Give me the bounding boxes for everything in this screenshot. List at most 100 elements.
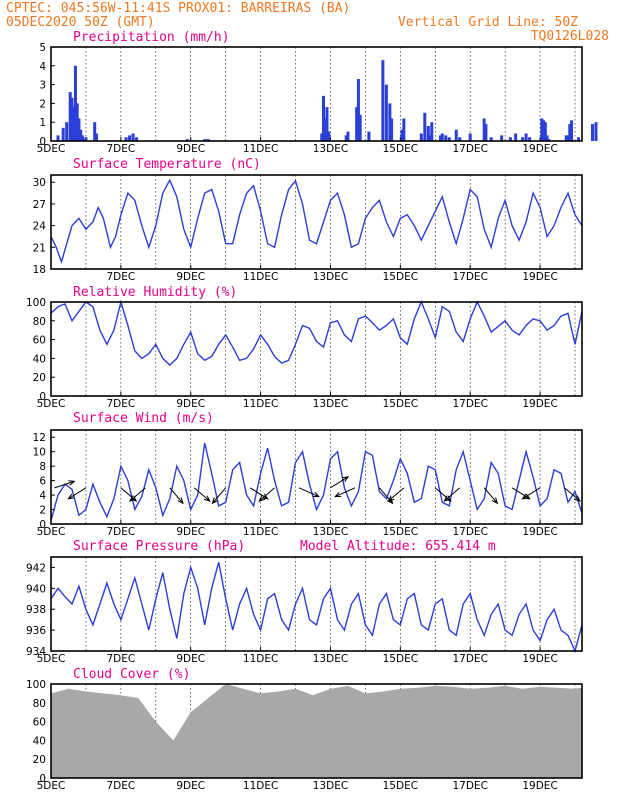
y-tick-label: 0 bbox=[39, 773, 46, 785]
panel-frame bbox=[50, 46, 583, 142]
precipitation-bar bbox=[482, 118, 486, 141]
x-tick-label: 13DEC bbox=[313, 526, 348, 538]
y-tick-label: 10 bbox=[33, 447, 46, 459]
precipitation-bar bbox=[543, 122, 547, 141]
temperature-title: Surface Temperature (nC) bbox=[73, 157, 261, 172]
precipitation-bar bbox=[540, 118, 544, 141]
y-tick-label: 20 bbox=[33, 372, 46, 384]
cloud-cover-title: Cloud Cover (%) bbox=[73, 667, 190, 682]
x-tick-label: 11DEC bbox=[243, 143, 278, 155]
precipitation-bar bbox=[356, 78, 360, 141]
header: CPTEC: 045:56W-11:41S PROX01: BARREIRAS … bbox=[6, 1, 609, 44]
precipitation-bar bbox=[131, 133, 135, 141]
x-tick-label: 5DEC bbox=[37, 653, 66, 665]
y-tick-label: 942 bbox=[26, 562, 46, 574]
x-tick-label: 7DEC bbox=[107, 271, 136, 283]
y-tick-label: 0 bbox=[39, 519, 46, 531]
y-tick-label: 18 bbox=[33, 264, 46, 276]
x-tick-label: 13DEC bbox=[313, 653, 348, 665]
header-station-line: CPTEC: 045:56W-11:41S PROX01: BARREIRAS … bbox=[6, 1, 350, 16]
precipitation-bar bbox=[423, 112, 427, 141]
precipitation-bar bbox=[566, 135, 570, 141]
precipitation-bar bbox=[56, 135, 60, 141]
precipitation-bar bbox=[79, 129, 83, 141]
precipitation-bar bbox=[65, 122, 69, 141]
y-tick-label: 20 bbox=[33, 754, 46, 766]
precipitation-bar bbox=[381, 60, 385, 141]
x-tick-label: 15DEC bbox=[383, 653, 418, 665]
x-tick-label: 15DEC bbox=[383, 143, 418, 155]
x-tick-label: 15DEC bbox=[383, 526, 418, 538]
precipitation-bar bbox=[344, 135, 348, 141]
y-tick-label: 5 bbox=[39, 42, 46, 54]
wind-panel: Surface Wind (m/s) 0 2 4 6 8 10 12 5DEC 7DEC 9DEC… bbox=[33, 411, 583, 538]
precipitation-bar bbox=[84, 137, 88, 141]
precipitation-bar bbox=[135, 137, 139, 141]
y-tick-label: 27 bbox=[33, 199, 46, 211]
x-tick-label: 5DEC bbox=[37, 526, 66, 538]
precipitation-bar bbox=[327, 131, 331, 141]
wind-arrow bbox=[258, 487, 275, 502]
precipitation-bar bbox=[77, 118, 81, 141]
x-tick-label: 11DEC bbox=[243, 780, 278, 792]
x-tick-label: 15DEC bbox=[383, 780, 418, 792]
wind-arrow bbox=[379, 487, 394, 505]
series-line bbox=[50, 562, 583, 654]
x-tick-label: 17DEC bbox=[452, 271, 487, 283]
precipitation-bar bbox=[80, 135, 84, 141]
precipitation-bar bbox=[388, 103, 392, 141]
precipitation-bar bbox=[358, 114, 362, 141]
x-tick-label: 19DEC bbox=[522, 271, 557, 283]
x-tick-label: 9DEC bbox=[176, 780, 205, 792]
y-tick-label: 24 bbox=[33, 221, 47, 233]
wind-arrow bbox=[443, 487, 461, 502]
y-tick-label: 0 bbox=[39, 391, 46, 403]
precipitation-bar bbox=[75, 103, 79, 141]
x-tick-label: 13DEC bbox=[313, 143, 348, 155]
panel-frame bbox=[50, 174, 583, 270]
y-tick-label: 21 bbox=[33, 242, 46, 254]
y-tick-label: 4 bbox=[39, 61, 46, 73]
y-tick-label: 12 bbox=[33, 432, 46, 444]
x-tick-label: 9DEC bbox=[176, 653, 205, 665]
x-tick-label: 7DEC bbox=[107, 780, 136, 792]
precipitation-bar bbox=[489, 137, 493, 141]
precipitation-bar bbox=[447, 137, 451, 141]
precipitation-bar bbox=[70, 97, 74, 141]
precipitation-bar bbox=[439, 135, 443, 141]
precipitation-bar bbox=[426, 125, 430, 141]
model-altitude-label: Model Altitude: 655.414 m bbox=[300, 539, 496, 554]
precipitation-bar bbox=[594, 122, 598, 141]
precipitation-bar bbox=[73, 65, 77, 141]
x-tick-label: 9DEC bbox=[176, 526, 205, 538]
precipitation-bar bbox=[570, 120, 574, 141]
x-tick-label: 11DEC bbox=[243, 653, 278, 665]
x-tick-label: 19DEC bbox=[522, 398, 557, 410]
wind-arrow bbox=[298, 487, 321, 498]
y-tick-label: 940 bbox=[26, 583, 46, 595]
x-tick-label: 7DEC bbox=[107, 398, 136, 410]
precipitation-title: Precipitation (mm/h) bbox=[73, 30, 230, 45]
x-tick-label: 13DEC bbox=[313, 780, 348, 792]
series-line bbox=[50, 178, 583, 265]
precipitation-bar bbox=[206, 139, 210, 141]
precipitation-bar bbox=[524, 133, 528, 141]
x-tick-label: 19DEC bbox=[522, 653, 557, 665]
wind-arrow bbox=[521, 487, 541, 500]
x-tick-label: 17DEC bbox=[452, 780, 487, 792]
x-tick-label: 11DEC bbox=[243, 526, 278, 538]
x-tick-label: 15DEC bbox=[383, 398, 418, 410]
wind-arrow bbox=[483, 487, 499, 505]
precipitation-bar bbox=[440, 133, 444, 141]
x-tick-label: 9DEC bbox=[176, 143, 205, 155]
precipitation-panel: Precipitation (mm/h) 0 1 2 3 4 5 5DEC 7DEC 9DEC 1… bbox=[37, 30, 598, 155]
y-tick-label: 6 bbox=[39, 476, 46, 488]
wind-arrow bbox=[434, 487, 452, 502]
series-line bbox=[50, 442, 583, 521]
series-line bbox=[50, 299, 583, 366]
x-tick-label: 5DEC bbox=[37, 398, 66, 410]
y-tick-label: 1 bbox=[39, 117, 46, 129]
y-tick-label: 80 bbox=[33, 316, 46, 328]
precipitation-bar bbox=[564, 135, 568, 141]
